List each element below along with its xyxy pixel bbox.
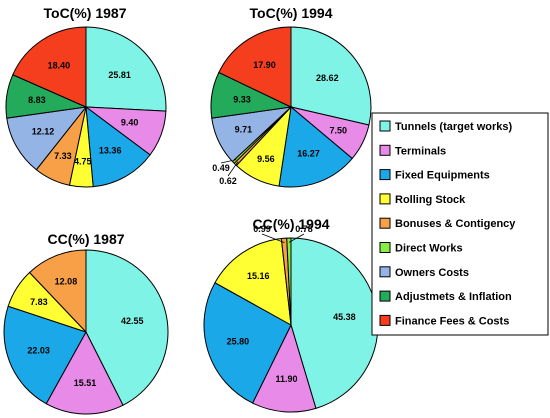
- legend-swatch: [379, 266, 391, 278]
- slice-value-label: 42.55: [121, 316, 144, 326]
- legend-swatch: [379, 290, 391, 302]
- pie-slice: [85, 26, 167, 112]
- legend-swatch: [379, 120, 391, 132]
- legend-label: Adjustmets & Inflation: [395, 291, 512, 303]
- slice-value-label: 7.83: [30, 297, 48, 307]
- pie-slice: [28, 249, 87, 334]
- slice-value-label: 7.50: [329, 126, 347, 136]
- pie-slice: [251, 323, 317, 413]
- pie-slice: [12, 26, 87, 108]
- slice-value-label: 8.83: [28, 95, 46, 105]
- leader-line: [261, 233, 285, 243]
- pie-slice: [218, 26, 292, 108]
- slice-value-label: 15.16: [247, 271, 270, 281]
- slice-value-label: 0.62: [219, 176, 237, 186]
- pie-slice: [85, 105, 151, 188]
- legend-label: Direct Works: [395, 243, 463, 255]
- pie-1: 28.62 7.50 16.27 9.56 0.62 0.49 9.71 9.33 17.90: [210, 26, 372, 188]
- pie-slice: [45, 330, 124, 415]
- slice-value-label: 13.36: [99, 145, 122, 155]
- pie-slice: [3, 305, 87, 405]
- chart-title-cc-1994: CC(%) 1994: [252, 216, 329, 232]
- slice-value-label: 0.49: [212, 163, 230, 173]
- slice-value-label: 25.81: [108, 70, 131, 80]
- pie-slice: [286, 237, 292, 326]
- slice-value-label: 45.38: [333, 312, 356, 322]
- legend-swatch: [379, 144, 391, 156]
- slice-value-label: 17.90: [253, 60, 276, 70]
- legend: Tunnels (target works) Terminals Fixed Equ…: [371, 112, 549, 336]
- legend-box: [371, 112, 549, 336]
- legend-label: Bonuses & Contigency: [395, 218, 516, 230]
- legend-label: Tunnels (target works): [395, 121, 512, 133]
- pie-charts: 25.81 9.40 13.36 4.757.33 12.12 8.83 18.40 28.6…: [3, 26, 379, 415]
- slice-value-label: 12.08: [55, 277, 78, 287]
- legend-swatch: [379, 169, 391, 181]
- legend-swatch: [379, 314, 391, 326]
- pie-0: 25.81 9.40 13.36 4.757.33 12.12 8.83 18.40: [5, 26, 167, 188]
- legend-label: Terminals: [395, 145, 446, 157]
- chart-title-toc-1987: ToC(%) 1987: [44, 5, 127, 21]
- legend-swatch: [379, 193, 391, 205]
- legend-label: Rolling Stock: [395, 194, 466, 206]
- slice-value-label: 12.12: [32, 127, 55, 137]
- pie-2: 42.55 15.51 22.03 7.83 12.08: [3, 249, 169, 415]
- slice-value-label: 4.75: [74, 156, 92, 166]
- chart-title-toc-1994: ToC(%) 1994: [250, 5, 333, 21]
- slice-value-label: 9.33: [233, 94, 251, 104]
- slice-value-label: 7.33: [54, 151, 72, 161]
- slice-value-label: 0.99: [253, 224, 271, 234]
- slice-value-label: 9.71: [235, 125, 253, 135]
- leader-line: [288, 233, 305, 243]
- slice-value-label: 25.80: [227, 337, 250, 347]
- slice-value-label: 22.03: [27, 345, 50, 355]
- pie-slice: [214, 237, 292, 326]
- slice-value-label: 9.56: [257, 154, 275, 164]
- slice-value-label: 0.78: [295, 224, 313, 234]
- legend-swatch: [379, 242, 391, 253]
- slice-value-label: 15.51: [74, 378, 97, 388]
- slice-value-label: 16.27: [297, 148, 320, 158]
- slice-value-label: 9.40: [121, 118, 139, 128]
- slice-value-label: 11.90: [275, 374, 297, 384]
- leader-line: [227, 161, 239, 177]
- pie-slice: [278, 106, 353, 188]
- pie-slice: [6, 106, 88, 171]
- slice-value-label: 28.62: [316, 73, 339, 83]
- legend-swatch: [379, 217, 391, 229]
- pie-slice: [203, 282, 292, 404]
- pie-slice: [290, 26, 372, 126]
- pie-3: 45.38 11.90 25.80 15.16 0.99 0.78: [203, 224, 379, 413]
- pie-slice: [85, 249, 169, 406]
- legend-label: Finance Fees & Costs: [395, 315, 509, 327]
- legend-label: Owners Costs: [395, 267, 469, 279]
- chart-title-cc-1987: CC(%) 1987: [47, 231, 124, 247]
- slice-value-label: 18.40: [48, 60, 71, 70]
- legend-label: Fixed Equipments: [395, 170, 490, 182]
